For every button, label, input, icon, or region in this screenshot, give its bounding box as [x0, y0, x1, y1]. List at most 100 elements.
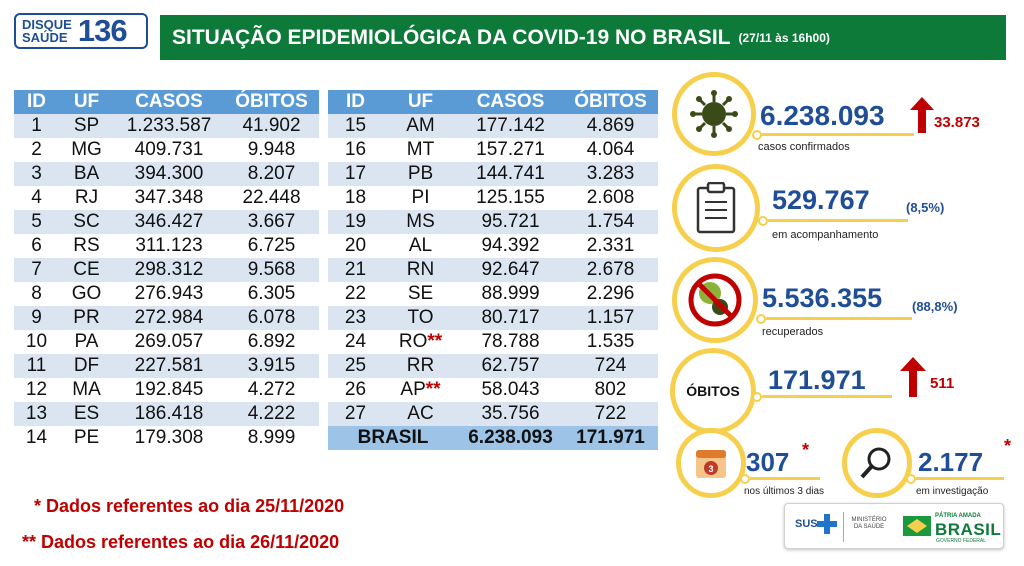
cell-text: 15 [344, 115, 367, 136]
footnote-double-star: ** Dados referentes ao dia 26/11/2020 [22, 532, 340, 552]
cell-text: 13 [25, 403, 48, 424]
investigation-value: 2.177 [918, 447, 984, 477]
recovered-value: 5.536.355 [762, 283, 883, 313]
cell-text: 269.057 [134, 331, 204, 352]
logo-divider [843, 512, 844, 542]
cell-uf: SC [59, 210, 114, 234]
cell-casos: 58.043 [458, 378, 563, 402]
cell-text: 4.869 [586, 115, 635, 136]
cell-casos: 177.142 [458, 114, 563, 138]
cell-text: 21 [344, 259, 367, 280]
cell-text: 62.757 [481, 355, 540, 376]
cell-obitos: 802 [563, 378, 658, 402]
cell-text: TO [407, 307, 434, 328]
logo-line2: SAÚDE [22, 30, 68, 45]
confirmed-increase: 33.873 [934, 114, 980, 131]
cell-text: 9.948 [247, 139, 296, 160]
cell-text: BA [73, 163, 100, 184]
table-row: 14 PE 179.308 8.999 [14, 426, 319, 450]
logo-number: 136 [77, 13, 128, 48]
table-row: 10 PA 269.057 6.892 [14, 330, 319, 354]
deaths-circle: ÓBITOS [670, 348, 756, 434]
investigation-star: * [1004, 436, 1012, 456]
cell-uf: RR [383, 354, 458, 378]
connector-dot [740, 474, 750, 484]
table-row: 15 AM 177.142 4.869 [328, 114, 658, 138]
table-row: 13 ES 186.418 4.222 [14, 402, 319, 426]
arrow-up-icon [900, 357, 926, 397]
cell-text: 24 [344, 331, 367, 352]
cell-text: PI [411, 187, 430, 208]
magnifier-icon [860, 447, 891, 479]
cell-obitos: 6.305 [224, 282, 319, 306]
cell-text: 78.788 [481, 331, 540, 352]
connector-line [762, 133, 914, 136]
monitoring-pct: (8,5%) [906, 200, 945, 215]
cell-text: 6.725 [247, 235, 296, 256]
footnote-marker: ** [427, 331, 443, 352]
cell-casos: 94.392 [458, 234, 563, 258]
calendar-number: 3 [708, 464, 713, 474]
cell-id: 10 [14, 330, 59, 354]
cell-text: 8.207 [247, 163, 296, 184]
cell-text: PB [407, 163, 434, 184]
deaths-word: ÓBITOS [686, 383, 740, 399]
table-row: 6 RS 311.123 6.725 [14, 234, 319, 258]
calendar-icon: 3 [696, 450, 726, 478]
cell-text: 12 [25, 379, 48, 400]
ministerio-text: MINISTÉRIO DA SAÚDE [851, 517, 887, 530]
cell-text: MG [71, 139, 102, 160]
cell-text: 179.308 [134, 427, 204, 448]
cell-text: AP [400, 379, 426, 400]
investigation-label: em investigação [916, 486, 989, 497]
cell-text: 27 [344, 403, 367, 424]
cell-casos: 298.312 [114, 258, 224, 282]
cell-text: 22 [344, 283, 367, 304]
connector-dot [752, 130, 762, 140]
cell-text: 409.731 [134, 139, 204, 160]
cell-text: 4.064 [586, 139, 635, 160]
cell-text: 18 [344, 187, 367, 208]
cell-text: 3.667 [247, 211, 296, 232]
cell-text: 1.754 [586, 211, 635, 232]
cell-uf: AM [383, 114, 458, 138]
cell-casos: 125.155 [458, 186, 563, 210]
cell-uf: SE [383, 282, 458, 306]
table-row: 4 RJ 347.348 22.448 [14, 186, 319, 210]
cell-text: 2.296 [586, 283, 635, 304]
cell-casos: 35.756 [458, 402, 563, 426]
cell-text: 1 [31, 115, 42, 136]
cell-casos: 409.731 [114, 138, 224, 162]
cell-uf: RJ [59, 186, 114, 210]
cell-text: 1.233.587 [126, 115, 212, 136]
cell-id: 17 [328, 162, 383, 186]
arrow-up-icon [910, 97, 934, 133]
table-row: 23 TO 80.717 1.157 [328, 306, 658, 330]
cell-text: 95.721 [481, 211, 540, 232]
confirmed-label: casos confirmados [758, 141, 850, 153]
cell-text: 125.155 [476, 187, 545, 208]
cell-text: GO [71, 283, 102, 304]
brasil-text: BRASIL [935, 520, 1002, 539]
cell-obitos: 6.725 [224, 234, 319, 258]
table-row: 22 SE 88.999 2.296 [328, 282, 658, 306]
cell-uf: AL [383, 234, 458, 258]
clipboard-icon [696, 182, 736, 234]
cell-id: 1 [14, 114, 59, 138]
cell-text: AM [406, 115, 435, 136]
header-id: ID [14, 90, 59, 114]
total-label: BRASIL [328, 426, 458, 450]
monitoring-value: 529.767 [772, 185, 870, 215]
cell-id: 15 [328, 114, 383, 138]
cell-uf: PI [383, 186, 458, 210]
cell-id: 14 [14, 426, 59, 450]
cell-casos: 62.757 [458, 354, 563, 378]
cell-obitos: 3.667 [224, 210, 319, 234]
cell-id: 16 [328, 138, 383, 162]
cell-text: 4 [31, 187, 42, 208]
cell-text: 23 [344, 307, 367, 328]
cell-id: 3 [14, 162, 59, 186]
cell-text: 35.756 [481, 403, 540, 424]
cell-casos: 78.788 [458, 330, 563, 354]
cell-text: 144.741 [476, 163, 545, 184]
